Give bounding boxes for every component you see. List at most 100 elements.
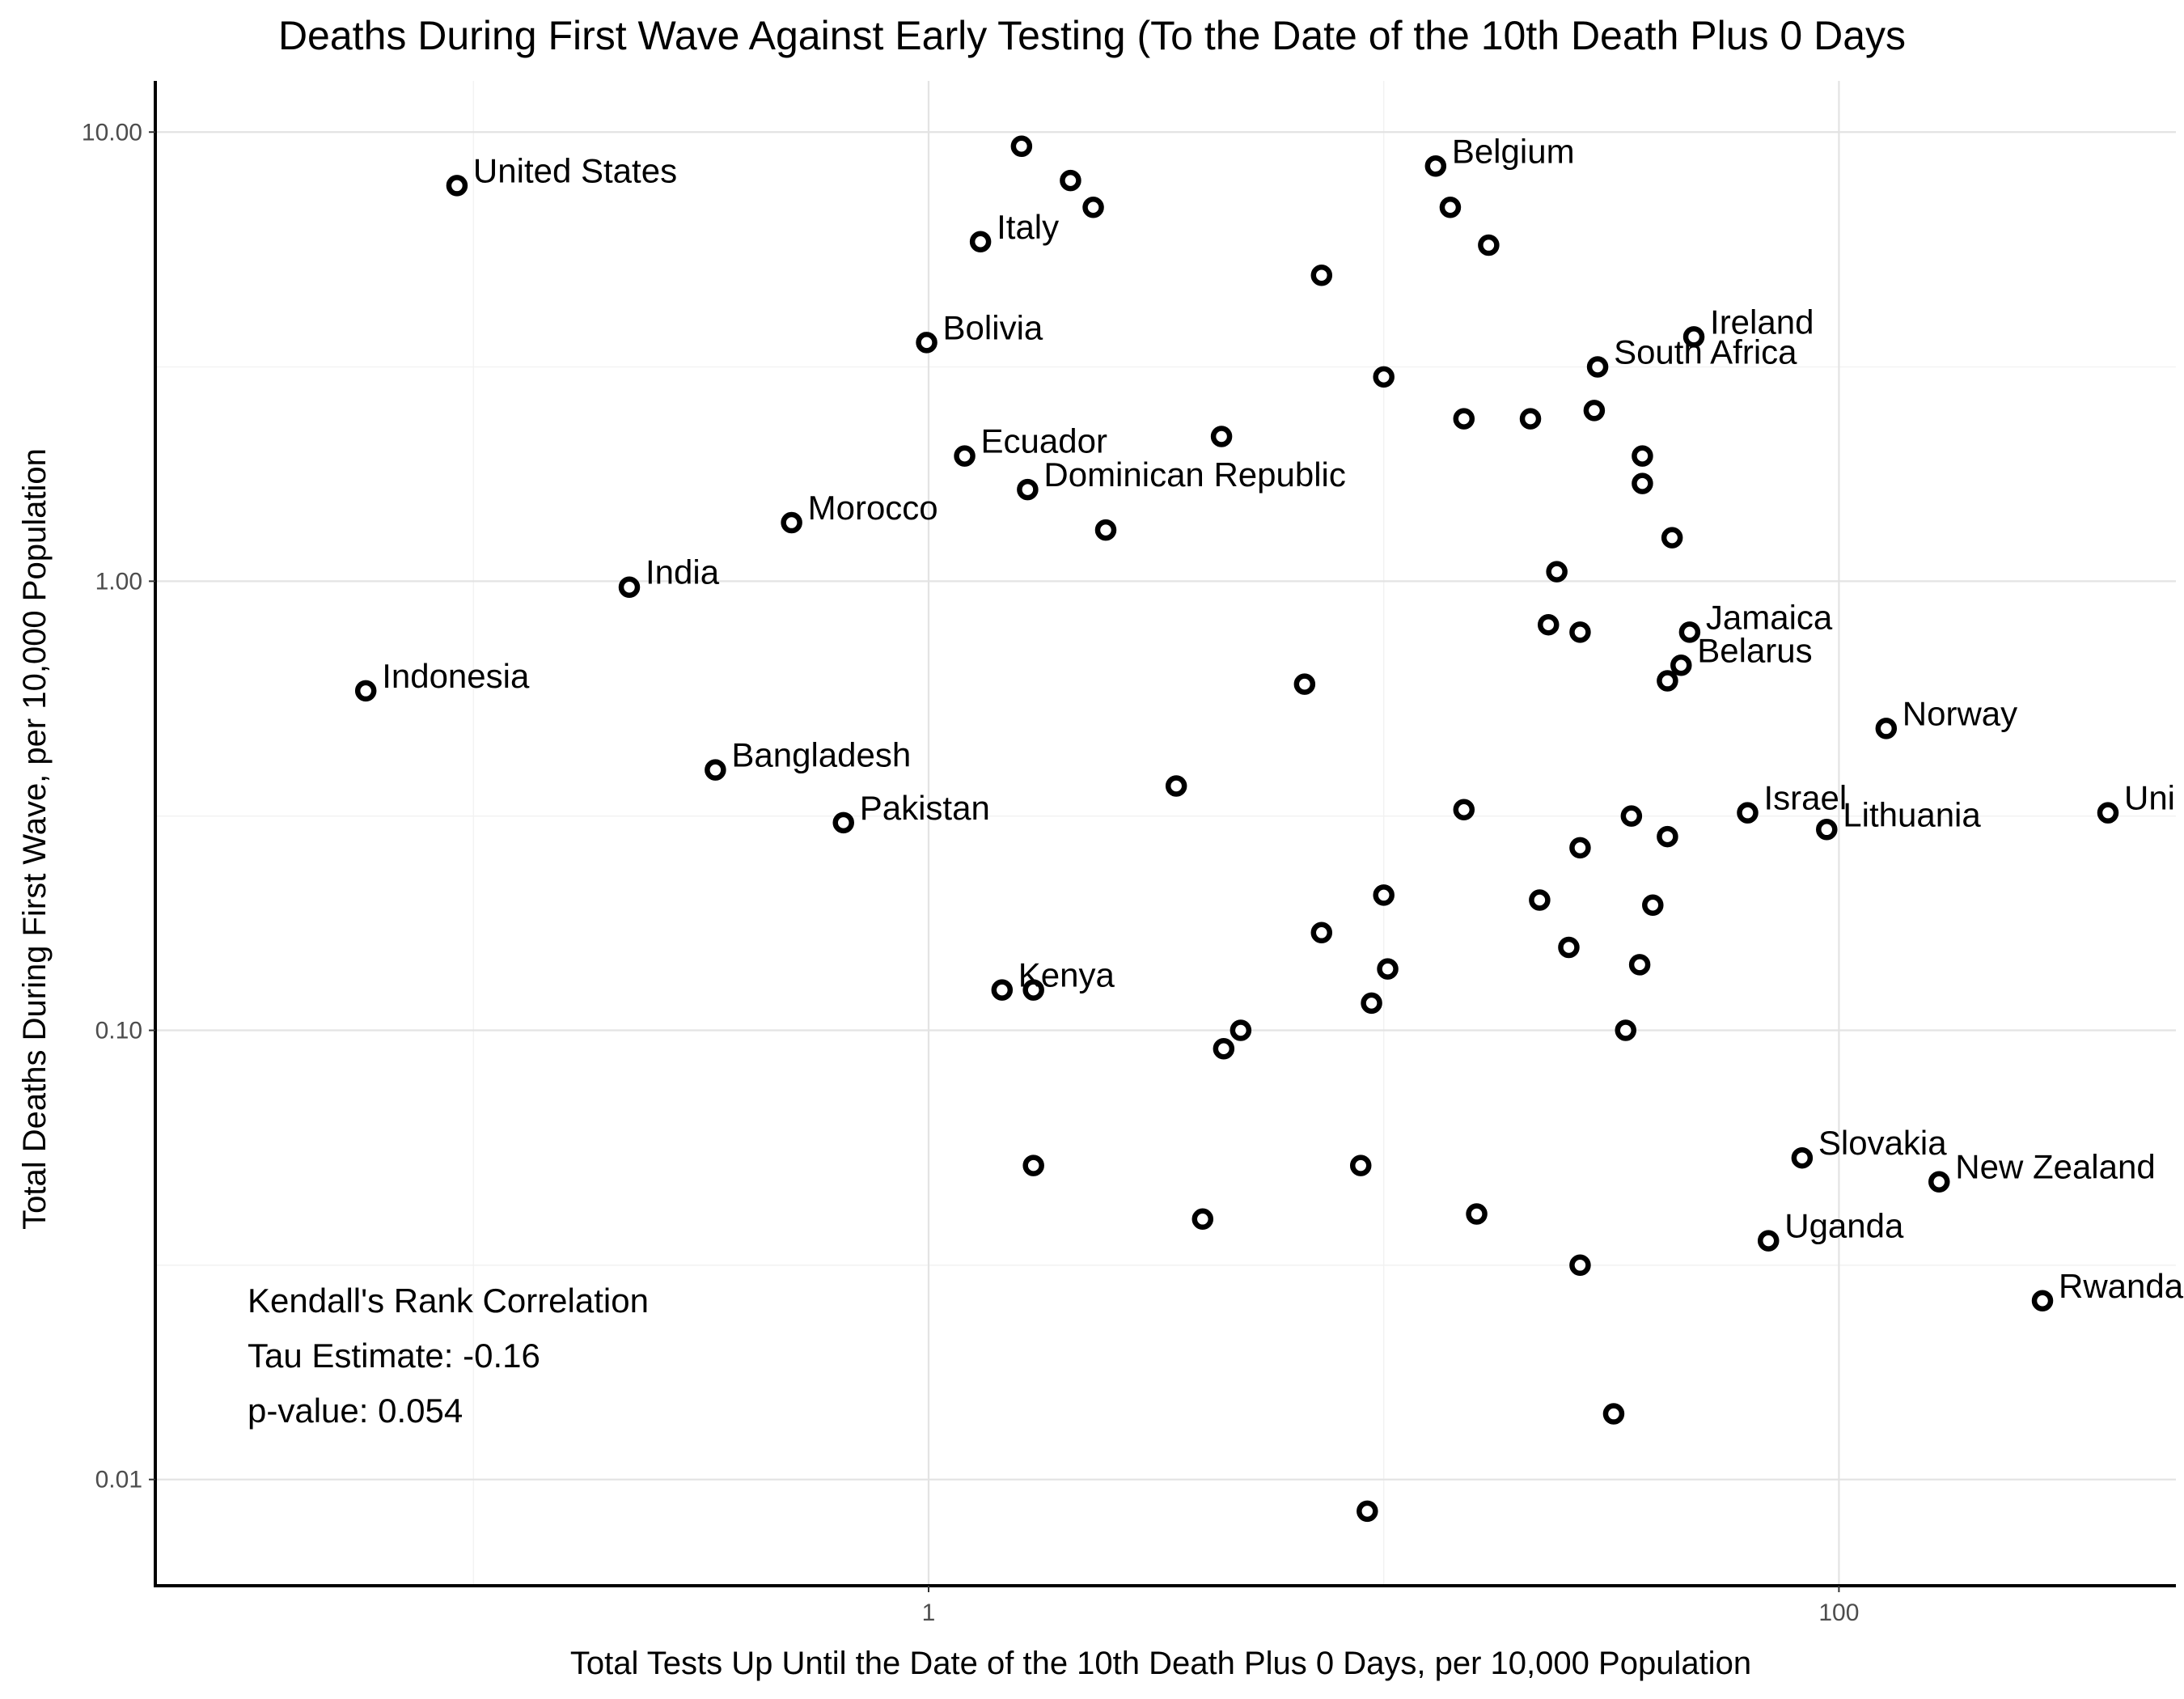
chart-title: Deaths During First Wave Against Early T… bbox=[278, 13, 1906, 58]
point-label: Slovakia bbox=[1818, 1124, 1947, 1162]
annotation-p-value: p-value: 0.054 bbox=[248, 1392, 463, 1430]
data-point bbox=[1615, 1019, 1637, 1041]
data-point bbox=[1519, 408, 1542, 430]
data-point bbox=[1466, 1203, 1488, 1225]
data-point bbox=[1017, 478, 1039, 501]
data-point bbox=[1453, 799, 1475, 821]
point-label: Bolivia bbox=[943, 308, 1043, 346]
data-point bbox=[1439, 196, 1462, 218]
data-point bbox=[1361, 992, 1382, 1015]
point-label: Israel bbox=[1763, 779, 1847, 817]
data-point bbox=[781, 511, 802, 534]
data-point bbox=[1010, 135, 1033, 158]
y-tick-label: 0.01 bbox=[95, 1467, 142, 1494]
annotation-tau: Tau Estimate: -0.16 bbox=[248, 1337, 540, 1375]
y-axis-title: Total Deaths During First Wave, per 10,0… bbox=[17, 448, 53, 1230]
data-point bbox=[916, 332, 938, 354]
point-label: Belgium bbox=[1452, 132, 1575, 170]
data-point bbox=[1737, 802, 1759, 824]
point-label: Morocco bbox=[808, 489, 938, 527]
x-tick-label: 1 bbox=[922, 1599, 936, 1626]
data-point bbox=[1583, 400, 1606, 422]
point-label: Norway bbox=[1903, 694, 2017, 732]
data-point bbox=[1928, 1171, 1950, 1193]
data-point bbox=[1213, 1038, 1235, 1060]
data-point bbox=[1657, 670, 1678, 692]
data-point bbox=[1569, 621, 1591, 643]
data-point bbox=[1191, 1208, 1214, 1231]
data-point bbox=[705, 759, 726, 781]
y-tick-label: 10.00 bbox=[82, 119, 142, 146]
data-point bbox=[1682, 326, 1705, 348]
data-point bbox=[1424, 155, 1447, 177]
data-point bbox=[1628, 954, 1651, 976]
data-point bbox=[1657, 825, 1678, 848]
point-label: Indonesia bbox=[382, 657, 530, 695]
data-point bbox=[1537, 613, 1560, 636]
point-label: Uganda bbox=[1784, 1207, 1904, 1245]
data-point bbox=[1529, 889, 1551, 911]
point-label: United States bbox=[473, 151, 677, 189]
y-tick-label: 1.00 bbox=[95, 568, 142, 595]
data-point bbox=[1558, 936, 1580, 959]
data-point bbox=[991, 979, 1014, 1001]
annotation-test-name: Kendall's Rank Correlation bbox=[248, 1282, 649, 1320]
y-tick-label: 0.10 bbox=[95, 1018, 142, 1044]
data-point bbox=[1602, 1403, 1625, 1425]
data-point bbox=[969, 231, 992, 253]
data-point bbox=[354, 680, 377, 702]
data-point bbox=[1757, 1230, 1780, 1252]
data-point bbox=[1165, 775, 1187, 797]
data-point bbox=[1478, 234, 1500, 256]
point-label: Italy bbox=[997, 208, 1059, 246]
point-label: Kenya bbox=[1018, 956, 1115, 994]
data-point bbox=[1310, 264, 1333, 286]
point-label: Jamaica bbox=[1706, 598, 1833, 636]
data-point bbox=[1022, 979, 1044, 1001]
data-point bbox=[954, 445, 976, 467]
data-point bbox=[1875, 718, 1898, 739]
data-point bbox=[1349, 1155, 1372, 1176]
data-point bbox=[1060, 169, 1081, 192]
data-point bbox=[1357, 1500, 1378, 1523]
data-point bbox=[1661, 527, 1683, 549]
x-axis-title: Total Tests Up Until the Date of the 10t… bbox=[570, 1646, 1751, 1681]
data-point bbox=[1586, 356, 1609, 378]
gridlines bbox=[155, 81, 2176, 1586]
data-point bbox=[1569, 837, 1591, 859]
data-point bbox=[1210, 426, 1233, 447]
data-point bbox=[2097, 802, 2119, 824]
point-label: Ireland bbox=[1710, 303, 1814, 341]
point-label: Bangladesh bbox=[731, 736, 911, 774]
data-point bbox=[1453, 408, 1475, 430]
data-points bbox=[354, 135, 2119, 1523]
point-label: Dominican Republic bbox=[1043, 455, 1346, 494]
data-point bbox=[1569, 1254, 1591, 1277]
data-point bbox=[1632, 445, 1653, 467]
x-tick-label: 100 bbox=[1818, 1599, 1859, 1626]
point-label: Rwanda bbox=[2059, 1267, 2184, 1305]
point-label: Belarus bbox=[1697, 631, 1812, 669]
data-point bbox=[618, 576, 641, 598]
data-point bbox=[1293, 673, 1316, 695]
point-label: South Africa bbox=[1614, 333, 1797, 371]
point-label: Ecuador bbox=[981, 422, 1107, 460]
data-point bbox=[1632, 472, 1653, 494]
data-point bbox=[446, 175, 468, 197]
data-point bbox=[2031, 1290, 2054, 1312]
point-label: Pakistan bbox=[860, 789, 990, 827]
data-point bbox=[1230, 1019, 1252, 1041]
ticks: 1 100 0.01 0.10 1.00 10.00 bbox=[82, 119, 1860, 1626]
data-point bbox=[1373, 884, 1395, 906]
point-label: Lithuania bbox=[1843, 795, 1981, 833]
data-point bbox=[1546, 561, 1568, 583]
data-point bbox=[1377, 958, 1399, 980]
data-point bbox=[832, 811, 854, 834]
data-point bbox=[1816, 819, 1838, 841]
data-point bbox=[1642, 894, 1664, 917]
correlation-annotation: Kendall's Rank Correlation Tau Estimate:… bbox=[248, 1282, 649, 1430]
data-point bbox=[1670, 655, 1692, 676]
